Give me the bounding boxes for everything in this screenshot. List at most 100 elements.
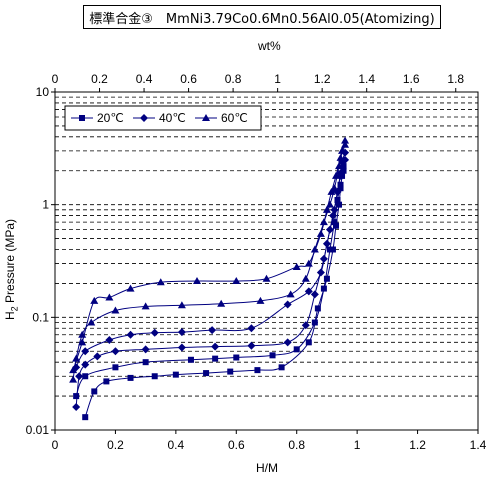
series-square-point <box>103 378 110 385</box>
series-diamond-point <box>283 338 292 347</box>
series-diamond-point <box>301 321 310 330</box>
series-triangle-point <box>232 277 241 285</box>
series-square-point <box>227 368 234 375</box>
series-diamond-point <box>247 341 256 350</box>
series-diamond-point <box>211 342 220 351</box>
series-diamond-point <box>126 330 135 339</box>
plot-area <box>54 91 479 431</box>
series-triangle-point <box>262 274 271 282</box>
series-triangle-point <box>331 171 340 179</box>
series-diamond-point <box>341 155 350 164</box>
x-tick-label: 0.8 <box>288 438 305 452</box>
series-diamond-point <box>304 287 313 296</box>
series-diamond-point <box>111 347 120 356</box>
series-triangle-point <box>105 293 114 301</box>
y-tick-label: 0.1 <box>32 310 49 324</box>
series-diamond-point <box>322 239 331 248</box>
series-triangle-point <box>69 366 78 374</box>
series-triangle-point <box>193 277 202 285</box>
series-square-point <box>331 219 338 226</box>
series-square-point <box>314 305 321 312</box>
series-diamond-point <box>72 403 81 412</box>
series-square-point <box>254 367 261 374</box>
series-square-point <box>334 197 341 204</box>
x-tick-label: 0.4 <box>168 438 185 452</box>
series-diamond-point <box>177 328 186 337</box>
series-square-point <box>127 374 134 381</box>
series-triangle-point <box>304 259 313 267</box>
x2-tick-label: 1.8 <box>447 72 464 86</box>
y-tick-label: 10 <box>36 85 50 99</box>
series-square-point <box>172 371 179 378</box>
series-diamond-point <box>93 352 102 361</box>
series-triangle-point <box>111 306 120 314</box>
series-diamond-point <box>105 335 114 344</box>
x-tick-label: 0 <box>52 438 59 452</box>
series-diamond-point <box>316 268 325 277</box>
series-diamond-point <box>81 360 90 369</box>
series-square-point <box>82 414 89 421</box>
series-square-point <box>187 356 194 363</box>
series-triangle-point <box>177 301 186 309</box>
series-diamond-point <box>208 326 217 335</box>
legend-label: 60℃ <box>221 111 248 125</box>
series-diamond-point <box>150 328 159 337</box>
x-tick-label: 0.2 <box>107 438 124 452</box>
series-triangle-point <box>310 245 319 253</box>
series-diamond-point <box>81 347 90 356</box>
x2-tick-label: 1.4 <box>358 72 375 86</box>
series-square-point <box>212 355 219 362</box>
x2-tick-label: 0.2 <box>91 72 108 86</box>
series-diamond-point <box>141 345 150 354</box>
legend-label: 40℃ <box>159 111 186 125</box>
series-triangle-point <box>322 205 331 213</box>
series-diamond-point <box>328 211 337 220</box>
series-square-point <box>337 185 344 192</box>
series-triangle-point <box>316 229 325 237</box>
series-triangle-point <box>90 296 99 304</box>
x2-axis-label: wt% <box>258 39 281 53</box>
x-axis-label: H/M <box>256 461 278 475</box>
series-triangle-point <box>72 354 81 362</box>
series-triangle-point <box>338 146 347 154</box>
series-square-point <box>320 285 327 292</box>
series-square-point <box>91 388 98 395</box>
series-triangle-point <box>327 187 336 195</box>
chart-title: 標準合金③ MmNi3.79Co0.6Mn0.56Al0.05(Atomizin… <box>83 5 441 29</box>
series-square-point <box>278 364 285 371</box>
y-tick-label: 1 <box>42 198 49 212</box>
series-triangle-point <box>126 284 135 292</box>
series-triangle-point <box>217 299 226 307</box>
x2-tick-label: 1 <box>274 72 281 86</box>
series-square-point <box>332 222 339 229</box>
series-square-point <box>269 352 276 359</box>
series-triangle-point <box>336 153 345 161</box>
series-square-point <box>323 275 330 282</box>
series-triangle-point <box>156 278 165 286</box>
series-triangle-point <box>141 302 150 310</box>
series-square-point <box>329 246 336 253</box>
series-square-point <box>233 354 240 361</box>
series-diamond-desorption-line <box>75 159 346 368</box>
series-triangle-point <box>341 136 350 144</box>
legend-box <box>64 105 262 131</box>
x2-tick-label: 1.2 <box>314 72 331 86</box>
x2-tick-label: 0.8 <box>225 72 242 86</box>
series-triangle-point <box>301 274 310 282</box>
legend-label: 20℃ <box>97 111 124 125</box>
series-triangle-point <box>341 140 350 148</box>
x2-tick-label: 0.4 <box>136 72 153 86</box>
y-tick-label: 0.01 <box>26 423 50 437</box>
x-tick-label: 1 <box>354 438 361 452</box>
series-square-point <box>293 346 300 353</box>
series-diamond-point <box>177 343 186 352</box>
x2-tick-label: 0.6 <box>180 72 197 86</box>
legend-marker <box>202 114 210 121</box>
series-triangle-point <box>256 296 265 304</box>
series-square-point <box>203 370 210 377</box>
x-tick-label: 1.4 <box>470 438 487 452</box>
series-square-point <box>73 393 80 400</box>
series-square-point <box>336 201 343 208</box>
series-square-point <box>337 181 344 188</box>
